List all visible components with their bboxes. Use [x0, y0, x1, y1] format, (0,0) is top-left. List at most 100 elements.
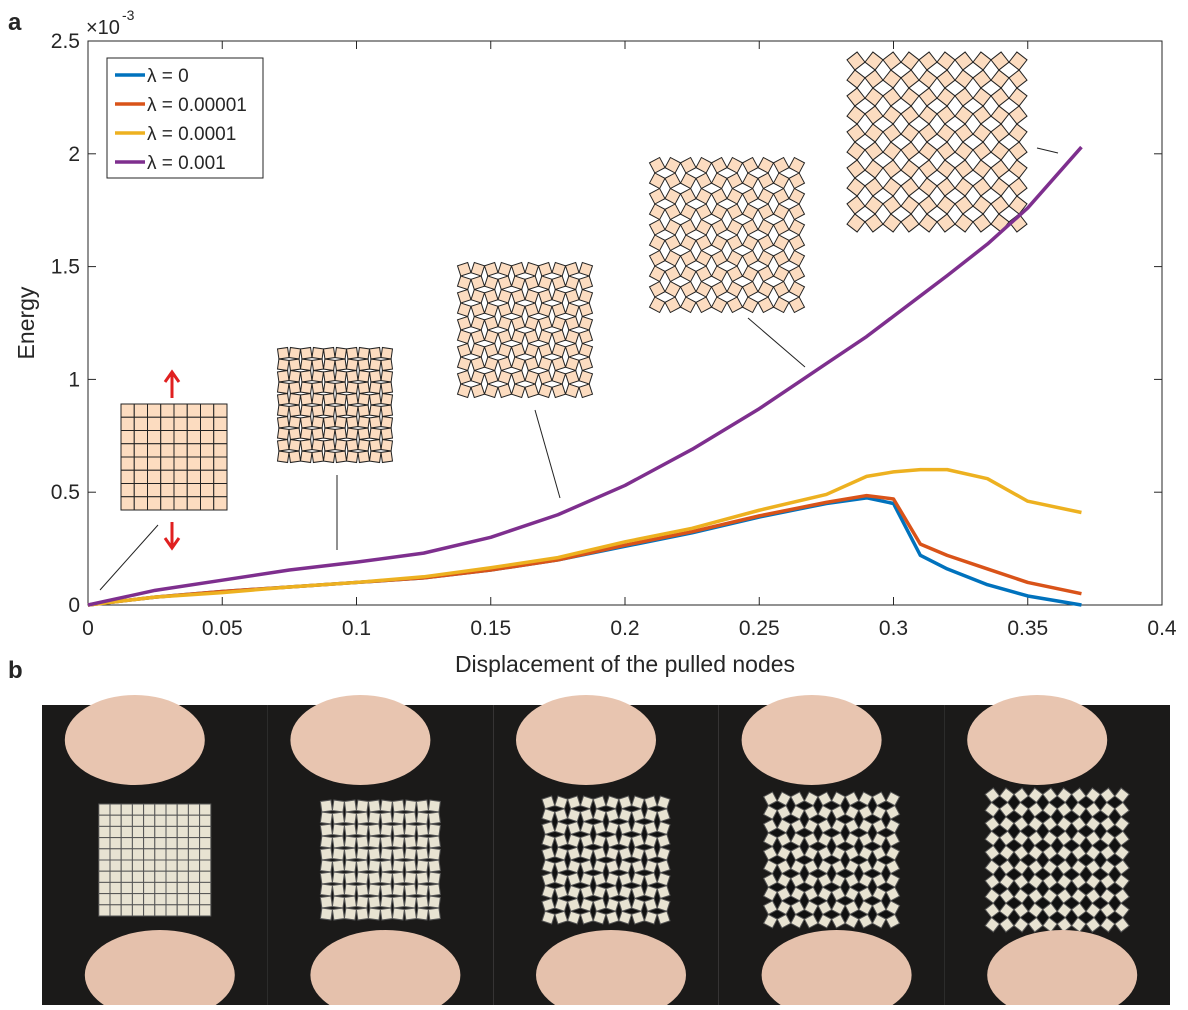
tile [458, 303, 472, 316]
tile [187, 444, 200, 457]
tile [174, 404, 187, 417]
tile [650, 297, 666, 313]
tile [712, 235, 728, 251]
tile [99, 849, 110, 860]
tile [865, 124, 883, 142]
tile [485, 290, 498, 304]
tile [665, 266, 681, 282]
tile [332, 812, 344, 824]
tile [404, 824, 416, 836]
tile [381, 417, 393, 429]
tile [335, 440, 347, 452]
tile [188, 860, 199, 871]
tile [166, 894, 177, 905]
x-axis-label: Displacement of the pulled nodes [455, 651, 795, 677]
tile [650, 204, 666, 220]
tile [324, 428, 336, 440]
tile [177, 849, 188, 860]
tile [485, 357, 499, 370]
tile [973, 178, 991, 196]
tile [471, 276, 484, 290]
tile [144, 905, 155, 916]
tile [991, 196, 1009, 214]
tile [512, 303, 526, 317]
tile [865, 88, 883, 106]
tile [381, 359, 393, 371]
tile [919, 142, 937, 160]
tile [347, 394, 359, 406]
tile [512, 289, 526, 303]
tile [368, 872, 380, 884]
tile [381, 428, 393, 440]
photo [268, 695, 494, 1005]
hand [290, 695, 430, 785]
tile [301, 417, 313, 429]
tile [110, 815, 121, 826]
tile [865, 178, 883, 196]
tile [485, 371, 498, 385]
tile [1009, 88, 1027, 106]
tile [312, 348, 324, 360]
legend-label: λ = 0 [147, 66, 189, 87]
tile [681, 297, 697, 313]
tile [865, 106, 883, 124]
tile [485, 263, 498, 277]
tile [955, 88, 973, 106]
tile [166, 815, 177, 826]
tile [865, 70, 883, 88]
tile [278, 417, 290, 429]
tile [901, 214, 919, 232]
legend-label: λ = 0.001 [147, 153, 226, 174]
tile [789, 158, 805, 174]
tile [201, 484, 214, 497]
tile [187, 431, 200, 444]
tile [774, 282, 790, 298]
legend-label: λ = 0.00001 [147, 95, 247, 116]
tile [847, 124, 865, 142]
tile [525, 330, 539, 344]
tile [579, 290, 593, 304]
tile [743, 297, 759, 313]
y-multiplier: ×10 [86, 17, 120, 39]
tile [552, 371, 566, 385]
tile [458, 263, 471, 277]
tile [174, 497, 187, 510]
tile [566, 330, 580, 344]
tile [110, 804, 121, 815]
tile [289, 382, 301, 394]
tile [937, 214, 955, 232]
tile [320, 812, 332, 824]
tile [214, 457, 227, 470]
tile [901, 124, 919, 142]
tile [919, 52, 937, 70]
tile [380, 860, 392, 872]
tile [121, 417, 134, 430]
tile [392, 824, 404, 836]
tile [214, 444, 227, 457]
tile [774, 266, 790, 282]
tile [132, 882, 143, 893]
tile [498, 317, 512, 330]
tile [188, 882, 199, 893]
tile [955, 106, 973, 124]
tile [552, 290, 566, 304]
tile [174, 457, 187, 470]
tile [324, 405, 336, 417]
tile [368, 884, 380, 896]
tile [566, 370, 580, 384]
tile [358, 417, 370, 429]
tile [696, 220, 712, 236]
tile [155, 826, 166, 837]
tile [301, 405, 313, 417]
tile [177, 860, 188, 871]
tile [743, 251, 759, 267]
tile [380, 872, 392, 884]
tile [110, 860, 121, 871]
tile [380, 812, 392, 824]
tile [392, 872, 404, 884]
tile [358, 348, 370, 360]
tile [320, 848, 332, 860]
tile [134, 417, 147, 430]
tile [166, 860, 177, 871]
tile [883, 178, 901, 196]
